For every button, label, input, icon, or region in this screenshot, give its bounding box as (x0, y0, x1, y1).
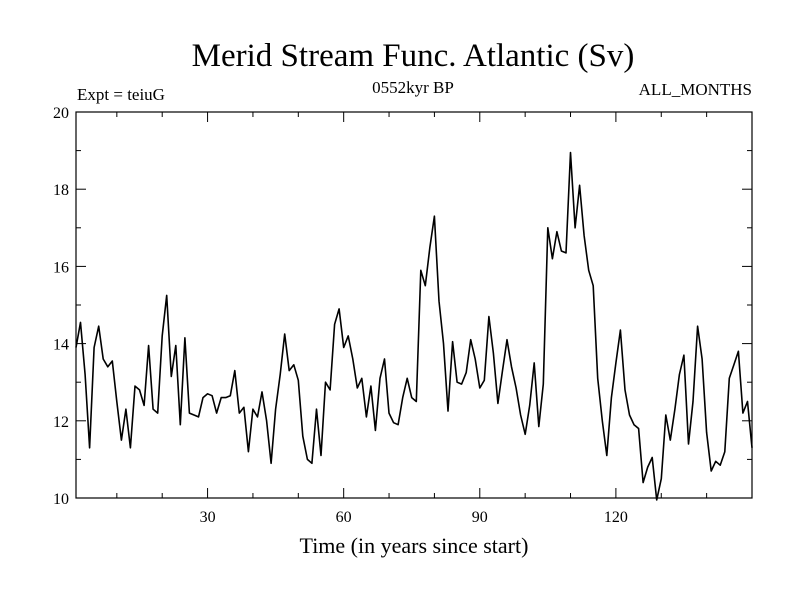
series-line (75, 151, 753, 501)
y-tick-label: 18 (53, 182, 69, 199)
x-tick-label: 60 (336, 509, 352, 526)
period-label: 0552kyr BP (372, 78, 454, 97)
y-tick-label: 20 (53, 105, 69, 122)
y-tick-label: 14 (53, 337, 69, 354)
chart-title: Merid Stream Func. Atlantic (Sv) (192, 38, 635, 74)
y-tick-label: 12 (53, 414, 69, 431)
experiment-label: Expt = teiuG (77, 85, 165, 104)
x-axis-label: Time (in years since start) (300, 533, 529, 558)
months-label: ALL_MONTHS (639, 80, 752, 99)
plot-frame (75, 111, 753, 499)
x-tick-label: 30 (200, 509, 216, 526)
tick-labels: 30 60 90 120 10 12 14 16 18 20 (53, 105, 628, 526)
y-tick-label: 10 (53, 491, 69, 508)
axis-ticks (76, 111, 753, 499)
x-tick-label: 90 (472, 509, 488, 526)
x-tick-label: 120 (604, 509, 628, 526)
y-tick-label: 16 (53, 259, 69, 276)
